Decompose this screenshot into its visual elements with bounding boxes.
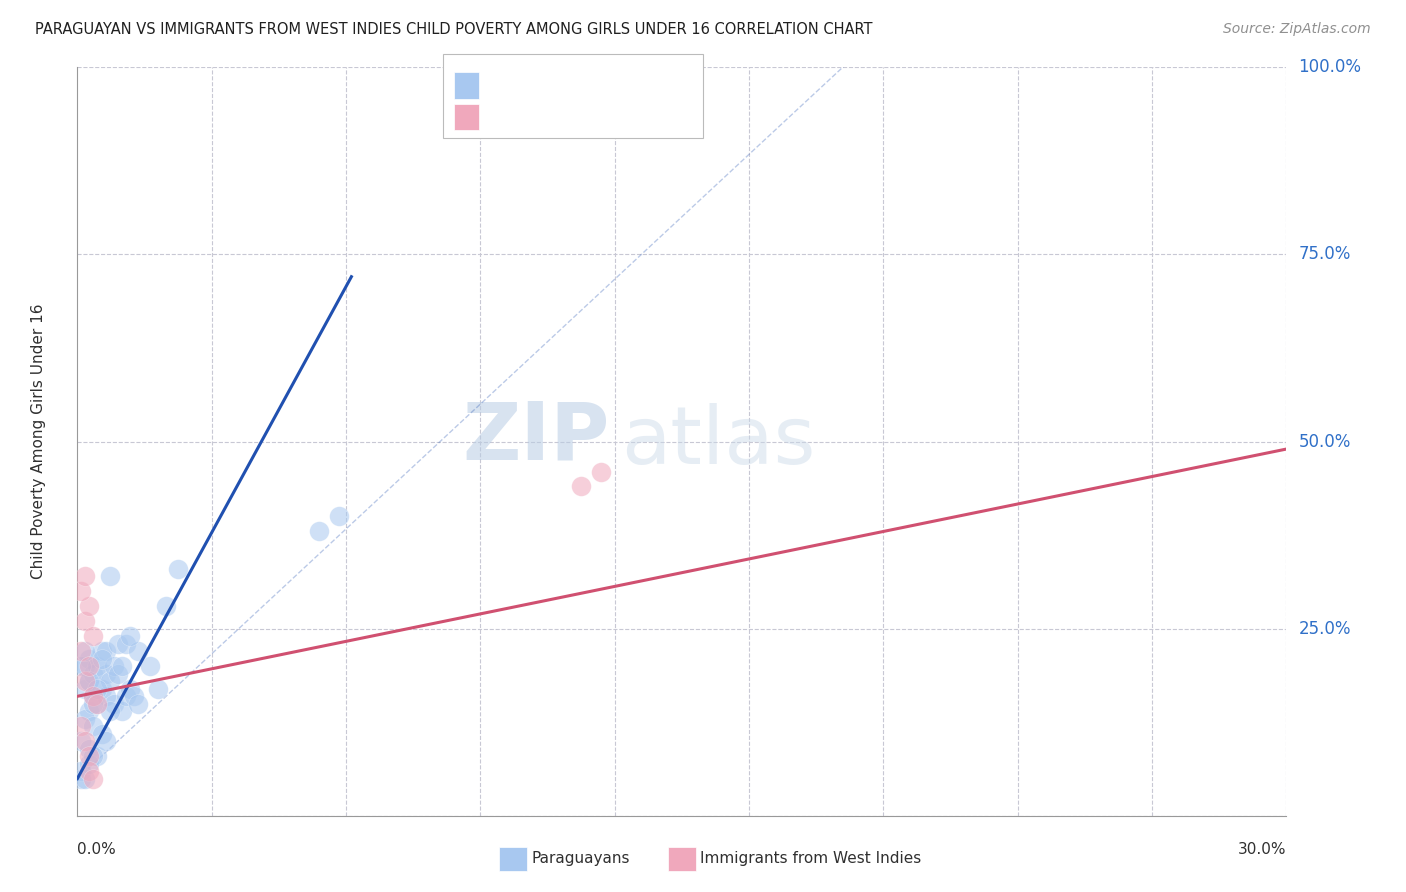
Point (107, 637, 129, 651)
Point (94, 690, 117, 704)
Point (98, 569, 121, 583)
Point (75, 681, 97, 696)
Point (139, 659, 162, 673)
Point (82, 666, 104, 681)
Point (82, 629, 104, 643)
Point (127, 697, 149, 711)
Point (122, 690, 145, 704)
Point (118, 681, 141, 696)
Text: Immigrants from West Indies: Immigrants from West Indies (700, 851, 921, 865)
Point (118, 629, 141, 643)
Point (167, 562, 190, 576)
Point (75, 712, 97, 726)
Text: PARAGUAYAN VS IMMIGRANTS FROM WEST INDIES CHILD POVERTY AMONG GIRLS UNDER 16 COR: PARAGUAYAN VS IMMIGRANTS FROM WEST INDIE… (35, 22, 873, 37)
Point (75, 772, 97, 786)
Point (94, 644, 117, 658)
Text: Source: ZipAtlas.com: Source: ZipAtlas.com (1223, 22, 1371, 37)
Point (328, 509, 350, 524)
Point (582, 82, 605, 96)
Point (146, 681, 169, 696)
Point (70, 584, 93, 599)
Point (79, 674, 101, 689)
Point (127, 644, 149, 658)
Point (79, 599, 101, 614)
Point (155, 599, 177, 614)
Point (75, 659, 97, 673)
Point (79, 659, 101, 673)
Point (75, 569, 97, 583)
Point (86, 681, 108, 696)
Point (82, 749, 104, 764)
Point (82, 719, 104, 733)
Text: 100.0%: 100.0% (1299, 58, 1361, 76)
Point (82, 772, 104, 786)
Text: R = 0.585   N = 54: R = 0.585 N = 54 (488, 77, 672, 95)
Point (70, 734, 93, 748)
Text: ZIP: ZIP (463, 399, 609, 477)
Point (111, 659, 134, 673)
Point (569, 479, 592, 493)
Point (79, 749, 101, 764)
Point (79, 756, 101, 771)
Point (94, 734, 117, 748)
Point (90, 644, 112, 658)
Point (114, 690, 136, 704)
Point (82, 697, 104, 711)
Point (70, 719, 93, 733)
Point (86, 697, 108, 711)
Text: atlas: atlas (621, 402, 815, 481)
Point (75, 734, 97, 748)
Point (75, 615, 97, 629)
Point (98, 674, 121, 689)
Point (90, 727, 112, 741)
Point (75, 644, 97, 658)
Point (308, 524, 330, 539)
Point (94, 666, 117, 681)
Point (541, 82, 564, 96)
Point (90, 681, 112, 696)
Point (70, 764, 93, 779)
Point (103, 659, 125, 673)
Point (70, 772, 93, 786)
Text: 50.0%: 50.0% (1299, 433, 1351, 450)
Point (86, 659, 108, 673)
Text: 25.0%: 25.0% (1299, 620, 1351, 638)
Point (79, 674, 101, 689)
Point (75, 674, 97, 689)
Text: Paraguayans: Paraguayans (531, 851, 630, 865)
Point (82, 690, 104, 704)
Point (79, 741, 101, 756)
Point (591, 465, 613, 479)
Text: 30.0%: 30.0% (1239, 842, 1286, 857)
Point (79, 764, 101, 779)
Point (86, 749, 108, 764)
Text: 75.0%: 75.0% (1299, 245, 1351, 263)
Text: Child Poverty Among Girls Under 16: Child Poverty Among Girls Under 16 (31, 304, 46, 579)
Point (86, 697, 108, 711)
Text: 0.0%: 0.0% (77, 842, 117, 857)
Point (90, 652, 112, 666)
Point (114, 637, 136, 651)
Point (70, 659, 93, 673)
Point (70, 644, 93, 658)
Text: R = 0.734   N = 17: R = 0.734 N = 17 (488, 108, 672, 126)
Point (103, 697, 125, 711)
Point (82, 690, 104, 704)
Point (79, 704, 101, 718)
Point (98, 704, 121, 718)
Point (79, 652, 101, 666)
Point (111, 704, 134, 718)
Point (107, 666, 129, 681)
